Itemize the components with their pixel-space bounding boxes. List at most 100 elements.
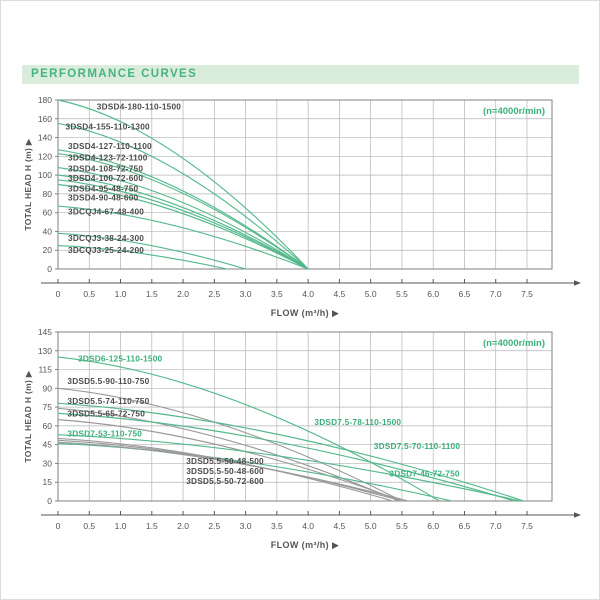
x-tick-label: 0.5	[83, 289, 95, 299]
curve-3DSD4-180-110-1500	[57, 99, 309, 270]
x-tick-label: 6.0	[427, 289, 439, 299]
curve-label-3DCQJ3-38-24-300: 3DCQJ3-38-24-300	[68, 233, 144, 243]
x-tick-label: 4.0	[302, 521, 314, 531]
curve-label-3DSD5.5-90-110-750: 3DSD5.5-90-110-750	[67, 376, 149, 386]
curve-label-3DCQJ3-25-24-200: 3DCQJ3-25-24-200	[68, 245, 144, 255]
y-tick-label: 100	[38, 170, 52, 180]
x-tick-label: 3.5	[271, 521, 283, 531]
chart-svg: 145 130 115 90 75 60 45 30 15 0 0 0.5 1.0 1.5 2.0 2.5 3.…	[23, 327, 581, 550]
x-tick-label: 6.5	[459, 521, 471, 531]
x-tick-label: 1.5	[146, 289, 158, 299]
x-tick-label: 7.0	[490, 521, 502, 531]
x-tick-label: 6.0	[427, 521, 439, 531]
curve-label-3DSD7-53-110-750: 3DSD7-53-110-750	[67, 428, 142, 438]
x-tick-label: 4.5	[333, 289, 345, 299]
y-tick-label: 145	[38, 327, 52, 337]
curve-3DSD4-108-72-750	[57, 167, 309, 270]
x-axis-arrow-icon	[574, 512, 581, 518]
curve-label-3DSD5.5-50-72-600: 3DSD5.5-50-72-600	[186, 476, 264, 486]
x-axis-arrow-icon	[574, 280, 581, 286]
x-axis-title: FLOW (m³/h) ▶	[271, 308, 340, 318]
y-tick-label: 60	[43, 421, 53, 431]
page-title: PERFORMANCE CURVES	[31, 68, 198, 80]
x-tick-label: 2.0	[177, 289, 189, 299]
curve-label-3DSD6-125-110-1500: 3DSD6-125-110-1500	[78, 353, 163, 363]
speed-annotation: (n=4000r/min)	[483, 338, 545, 349]
y-tick-label: 160	[38, 114, 52, 124]
curve-label-3DSD7.5-78-110-1500: 3DSD7.5-78-110-1500	[314, 417, 401, 427]
x-tick-label: 0	[56, 521, 61, 531]
y-tick-label: 90	[43, 383, 53, 393]
x-tick-label: 5.0	[365, 521, 377, 531]
x-tick-label: 3.0	[240, 521, 252, 531]
curve-label-3DSD7-46-72-750: 3DSD7-46-72-750	[389, 468, 460, 478]
curve-label-3DSD5.5-50-48-500: 3DSD5.5-50-48-500	[186, 456, 264, 466]
curve-label-3DSD5.5-74-110-750: 3DSD5.5-74-110-750	[67, 396, 149, 406]
y-axis-title: TOTAL HEAD H (m) ▶	[23, 138, 33, 230]
y-tick-label: 60	[43, 208, 53, 218]
curve-label-3DSD4-95-48-750: 3DSD4-95-48-750	[68, 183, 139, 193]
section-header: PERFORMANCE CURVES	[22, 65, 579, 84]
y-axis-title: TOTAL HEAD H (m) ▶	[23, 370, 33, 462]
y-tick-label: 130	[38, 346, 52, 356]
curve-3DSD4-100-72-600	[57, 174, 309, 270]
performance-chart-bottom: 145 130 115 90 75 60 45 30 15 0 0 0.5 1.0 1.5 2.0 2.5 3.…	[21, 323, 599, 555]
curve-3DSD4-155-110-1300	[57, 122, 309, 270]
curve-3DSD4-90-48-600	[57, 183, 309, 270]
y-tick-label: 140	[38, 133, 52, 143]
curve-label-3DSD7.5-70-110-1100: 3DSD7.5-70-110-1100	[374, 441, 461, 451]
curve-label-3DCQJ4-67-48-400: 3DCQJ4-67-48-400	[68, 207, 144, 217]
x-tick-label: 3.0	[240, 289, 252, 299]
y-tick-label: 115	[38, 365, 52, 375]
x-tick-label: 3.5	[271, 289, 283, 299]
x-tick-label: 2.5	[208, 521, 220, 531]
speed-annotation: (n=4000r/min)	[483, 106, 545, 117]
curve-3DSD7.5-70-110-1100	[57, 412, 516, 502]
curve-3DSD7-53-110-750	[57, 434, 522, 502]
x-tick-label: 1.0	[115, 521, 127, 531]
curve-3DCQJ3-38-24-300	[57, 232, 247, 270]
y-tick-label: 0	[47, 264, 52, 274]
curve-label-3DSD4-180-110-1500: 3DSD4-180-110-1500	[97, 102, 182, 112]
x-tick-label: 2.0	[177, 521, 189, 531]
curve-3DCQJ3-25-24-200	[57, 244, 228, 270]
x-tick-label: 1.5	[146, 521, 158, 531]
curve-3DSD5.5-65-72-750	[57, 419, 403, 502]
x-tick-label: 0	[56, 289, 61, 299]
x-tick-label: 5.5	[396, 521, 408, 531]
x-axis-title: FLOW (m³/h) ▶	[271, 540, 340, 550]
curve-3DSD4-95-48-750	[57, 179, 309, 270]
y-tick-label: 180	[38, 95, 52, 105]
x-tick-label: 7.0	[490, 289, 502, 299]
x-tick-label: 2.5	[208, 289, 220, 299]
y-tick-label: 15	[43, 477, 53, 487]
plot-border	[57, 331, 553, 502]
curve-3DSD5.5-50-48-600	[57, 439, 403, 502]
x-tick-label: 0.5	[83, 521, 95, 531]
curve-label-3DSD4-100-72-600: 3DSD4-100-72-600	[68, 173, 143, 183]
y-tick-label: 20	[43, 245, 53, 255]
curve-3DSD5.5-74-110-750	[57, 407, 400, 502]
curve-label-3DSD4-90-48-600: 3DSD4-90-48-600	[68, 193, 139, 203]
curve-3DSD7-46-72-750	[57, 442, 453, 502]
chart-svg: 180 160 140 120 100 80 60 40 20 0 0 0.5 1.0 1.5 2.0 2.5…	[23, 95, 581, 318]
curve-label-3DSD4-127-110-1100: 3DSD4-127-110-1100	[68, 141, 152, 151]
x-tick-label: 7.5	[521, 521, 533, 531]
curve-label-3DSD4-108-72-750: 3DSD4-108-72-750	[68, 164, 143, 174]
x-tick-label: 4.0	[302, 289, 314, 299]
curve-3DSD5.5-90-110-750	[57, 387, 403, 502]
curve-label-3DSD4-155-110-1300: 3DSD4-155-110-1300	[66, 121, 151, 131]
x-tick-label: 6.5	[459, 289, 471, 299]
y-tick-label: 40	[43, 226, 53, 236]
x-tick-label: 7.5	[521, 289, 533, 299]
y-tick-label: 0	[47, 496, 52, 506]
curve-label-3DSD5.5-50-48-600: 3DSD5.5-50-48-600	[186, 466, 264, 476]
curve-label-3DSD4-123-72-1100: 3DSD4-123-72-1100	[68, 152, 148, 162]
curve-3DSD6-125-110-1500	[57, 356, 441, 502]
y-tick-label: 75	[43, 402, 53, 412]
y-tick-label: 120	[38, 151, 52, 161]
y-tick-label: 45	[43, 440, 53, 450]
curve-3DSD4-127-110-1100	[57, 149, 309, 270]
curve-3DSD4-123-72-1100	[57, 152, 309, 270]
